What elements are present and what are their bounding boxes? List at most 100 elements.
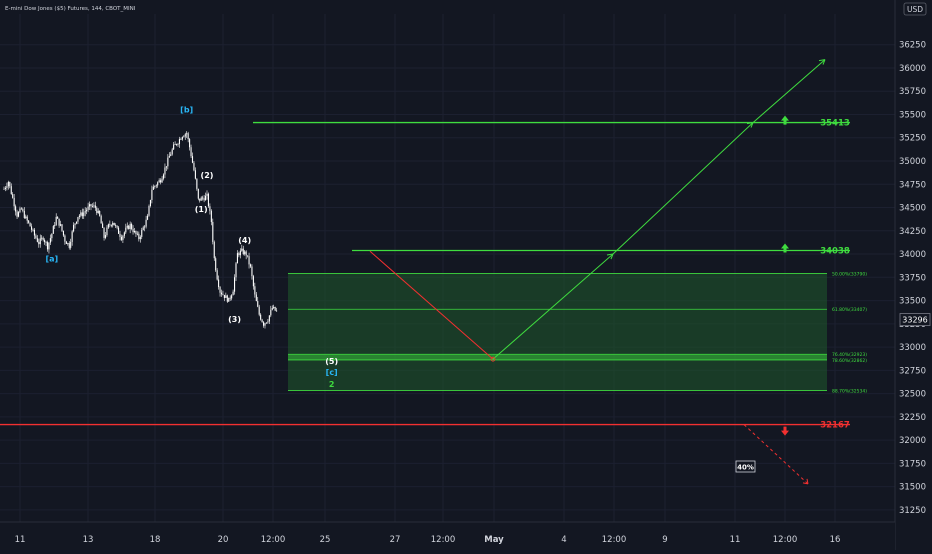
wave-label: 2 [329, 380, 335, 389]
time-tick-label: 12:00 [261, 535, 286, 545]
price-tick-label: 35500 [899, 110, 926, 120]
candle-body [102, 223, 104, 228]
candle-body [13, 197, 15, 207]
candle-body [220, 292, 223, 295]
candle-body [274, 306, 276, 311]
candle-body [206, 193, 208, 196]
candle-body [7, 181, 9, 187]
candle-body [45, 241, 47, 243]
candle-body [74, 223, 76, 225]
projection-wave5-line [369, 250, 494, 360]
candle-body [238, 253, 240, 256]
candle-body [9, 181, 11, 187]
price-tick-label: 35000 [899, 157, 926, 167]
wave-label: [a] [45, 254, 58, 263]
projection-leg-3 [752, 59, 826, 123]
candle-body [248, 256, 250, 265]
projection-arrowhead [802, 478, 809, 485]
candle-body [128, 225, 130, 230]
candle-body [194, 170, 196, 179]
candle-body [25, 216, 27, 218]
candle-body [97, 210, 99, 214]
time-tick-label: 12:00 [773, 535, 798, 545]
candle-body [10, 186, 12, 195]
candle-body [36, 238, 38, 242]
level-label: 32167 [820, 421, 850, 431]
candle-body [57, 216, 59, 219]
candle-body [178, 139, 180, 144]
candle-body [4, 187, 6, 189]
candle-body [257, 301, 259, 307]
candle-body [33, 229, 35, 236]
price-tick-label: 32500 [899, 390, 926, 400]
time-tick-label: 25 [320, 535, 331, 545]
candle-body [17, 212, 20, 217]
candle-body [202, 197, 204, 199]
time-tick-label: 16 [830, 535, 841, 545]
wave-label: (3) [228, 315, 241, 324]
price-tick-label: 36250 [899, 41, 926, 51]
wave-label: (2) [201, 171, 214, 180]
time-tick-label: 4 [561, 535, 566, 545]
candle-body [22, 209, 24, 211]
candle-body [44, 239, 46, 242]
candle-body [152, 186, 154, 190]
candle-body [174, 144, 176, 145]
candle-body [52, 226, 54, 234]
level-label: 34038 [820, 247, 850, 257]
candle-body [110, 225, 112, 226]
candle-body [71, 231, 73, 242]
candle-body [78, 215, 80, 217]
candle-body [73, 224, 75, 232]
candle-body [157, 182, 159, 186]
candle-body [190, 147, 192, 157]
candle-body [139, 236, 141, 240]
fib-label: 78.60%(32862) [832, 358, 867, 364]
candle-body [103, 227, 105, 238]
candle-body [155, 185, 157, 187]
candle-body [16, 211, 18, 217]
candle-body [31, 226, 33, 230]
candle-body [26, 216, 28, 221]
projection-leg-1 [492, 253, 614, 360]
candle-body [122, 235, 124, 240]
candle-body [205, 195, 207, 201]
candle-body [165, 166, 167, 168]
fib-label: 50.00%(33790) [832, 272, 867, 278]
candle-body [120, 236, 122, 240]
candle-body [62, 230, 64, 236]
candle-body [239, 250, 241, 256]
candle-body [106, 227, 108, 236]
wave-label: (5) [325, 357, 338, 366]
candle-body [180, 139, 182, 140]
price-tick-label: 35250 [899, 134, 926, 144]
probability-label: 40% [737, 464, 754, 472]
price-tick-label: 33500 [899, 297, 926, 307]
candle-body [41, 237, 43, 239]
candle-body [247, 255, 249, 257]
candle-body [28, 220, 30, 223]
candle-body [125, 227, 127, 233]
projection-leg-2 [612, 122, 754, 255]
fib-label: 88.70%(32534) [832, 388, 867, 394]
time-tick-label: 12:00 [431, 535, 456, 545]
arrow-down-icon [781, 426, 789, 436]
price-tick-label: 32750 [899, 366, 926, 376]
candle-body [38, 241, 40, 245]
arrow-up-icon [781, 243, 789, 253]
candle-body [251, 266, 253, 277]
candle-body [86, 209, 88, 212]
chart-title: E-mini Dow Jones ($5) Futures, 144, CBOT… [5, 6, 136, 12]
candle-body [216, 270, 218, 280]
candle-body [60, 224, 62, 226]
candle-body [147, 215, 149, 220]
candle-body [46, 242, 49, 250]
time-tick-label: 9 [662, 535, 667, 545]
time-tick-label: 27 [390, 535, 401, 545]
candle-body [144, 226, 146, 228]
candle-body [116, 225, 118, 228]
wave-label: [b] [180, 106, 193, 115]
candle-body [75, 221, 78, 224]
